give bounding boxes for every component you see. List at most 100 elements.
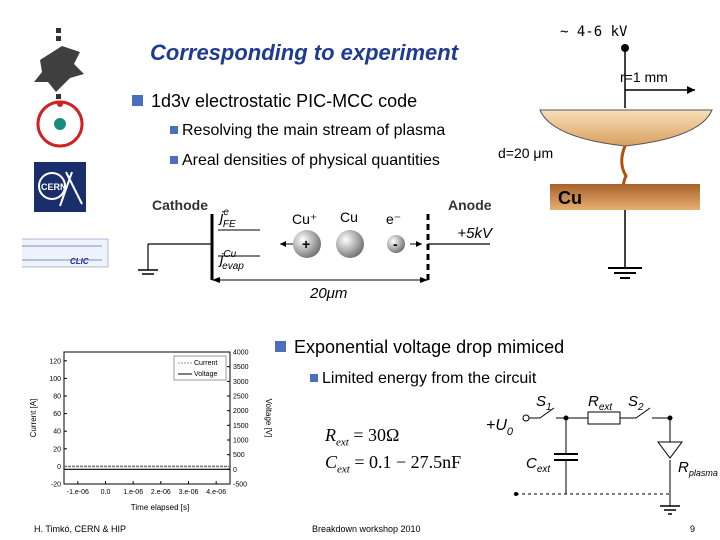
switch-s1 (539, 407, 555, 419)
flux-cu-label: jCu evap (218, 249, 244, 272)
arrow-head-icon (687, 86, 695, 94)
plasma-electrode (657, 441, 683, 459)
hip-logo (36, 100, 84, 148)
slide-title: Corresponding to experiment (150, 40, 459, 65)
bullet-voltage-drop: Exponential voltage drop mimiced (275, 337, 564, 358)
x-axis-label: Time elapsed [s] (131, 503, 189, 512)
electron-label: e⁻ (386, 211, 401, 227)
bullet-square-icon (275, 341, 286, 352)
bullet-text: Areal densities of physical quantities (182, 152, 440, 169)
pic-diagram: Cathode Anode je FE jCu evap Cu⁺ Cu e⁻ + -… (138, 197, 494, 302)
switch-symbol: S (628, 393, 638, 410)
gap-value: d=20 μm (498, 145, 553, 161)
s1-label: S1 (536, 393, 552, 413)
cu-neutral-particle (336, 230, 364, 258)
cathode-label: Cathode (152, 197, 208, 213)
chart-legend: Current Voltage (173, 355, 227, 381)
circuit-diagram: +U0 S1 Rext S2 Cext Rplasma (486, 393, 718, 515)
switch-sub: 2 (637, 402, 644, 413)
y2-tick-label: 0 (233, 467, 237, 474)
formula-value: = 30Ω (348, 425, 400, 445)
y-tick-label: 0 (57, 464, 61, 471)
x-tick-label: 2.e-06 (151, 489, 171, 496)
y2-tick-label: 1000 (233, 438, 249, 445)
switch-sub: 1 (546, 402, 552, 413)
formula-cext: Cext = 0.1 − 27.5nF (325, 452, 461, 476)
flux-symbol: j (218, 251, 224, 268)
anode-voltage-label: +5kV (457, 225, 494, 242)
svg-text:CLIC: CLIC (70, 257, 89, 266)
chart-series (64, 465, 230, 470)
formula-symbol: R (325, 425, 336, 445)
plus-sign: + (302, 236, 310, 252)
cu-neutral-label: Cu (340, 209, 358, 225)
resistor-sub: plasma (688, 468, 718, 478)
svg-text:CERN: CERN (41, 182, 67, 192)
bullet-limited-energy: Limited energy from the circuit (310, 370, 536, 388)
y-tick-label: 100 (49, 376, 61, 383)
bullet-square-icon (310, 374, 318, 382)
bullet-areal: Areal densities of physical quantities (170, 152, 440, 170)
y2-tick-label: 2000 (233, 408, 249, 415)
y-axis-label: Current [A] (29, 399, 38, 438)
minus-sign: - (393, 236, 398, 252)
footer-author: H. Timkó, CERN & HIP (34, 524, 127, 534)
cu-ion-particle (293, 230, 321, 258)
formula-rext: Rext = 30Ω (325, 425, 399, 449)
iv-chart: -1.e-06 0.0 1.e-06 2.e-06 3.e-06 4.e-06 120 100… (29, 350, 273, 513)
y2-tick-label: 1500 (233, 423, 249, 430)
flux-sup: e (223, 207, 229, 218)
radius-label: r=1 mm (620, 69, 668, 85)
s2-label: S2 (628, 393, 644, 413)
hv-terminal (621, 44, 629, 52)
cext-label: Cext (526, 455, 551, 475)
bullet-text: 1d3v electrostatic PIC-MCC code (151, 91, 418, 111)
bullet-square-icon (170, 126, 178, 134)
formula-symbol: C (325, 452, 338, 472)
bullet-resolving: Resolving the main stream of plasma (170, 122, 445, 140)
chart-ticks: -1.e-06 0.0 1.e-06 2.e-06 3.e-06 4.e-06 120 100… (49, 350, 248, 497)
bullet-pic-code: 1d3v electrostatic PIC-MCC code (132, 91, 417, 112)
flux-fe-label: je FE (218, 207, 236, 230)
y2-axis-label: Voltage [V] (264, 399, 273, 438)
y2-tick-label: 500 (233, 452, 245, 459)
legend-box (173, 355, 227, 381)
source-label: +U0 (486, 417, 514, 438)
tip-electrode (539, 109, 713, 147)
voltage-label: ~ 4-6 kV (560, 24, 628, 40)
capacitor-sub: ext (537, 464, 552, 475)
x-tick-label: 4.e-06 (206, 489, 226, 496)
y-tick-label: 60 (53, 411, 61, 418)
electron-particle (387, 235, 405, 253)
flux-sub: FE (223, 219, 236, 230)
bullet-text: Limited energy from the circuit (322, 370, 537, 387)
formula-sub: ext (336, 436, 349, 449)
source-symbol: +U (486, 417, 507, 434)
capacitor-symbol: C (526, 455, 537, 472)
switch-s2 (635, 407, 651, 419)
rext-label: Rext (588, 393, 613, 413)
resistor-symbol: R (588, 393, 599, 410)
electrode-sketch: ~ 4-6 kV r=1 mm d=20 μm Cu (498, 24, 713, 279)
bullet-square-icon (132, 95, 143, 106)
y2-tick-label: 4000 (233, 350, 249, 357)
resistor-sub: ext (599, 402, 614, 413)
footer-event: Breakdown workshop 2010 (312, 524, 421, 534)
x-tick-label: 3.e-06 (179, 489, 199, 496)
formula-sub: ext (337, 463, 350, 476)
y2-tick-label: 3000 (233, 379, 249, 386)
x-tick-label: -1.e-06 (67, 489, 89, 496)
y-tick-label: -20 (51, 482, 61, 489)
bullet-square-icon (170, 156, 178, 164)
anode-label: Anode (448, 197, 492, 213)
resistor-symbol: R (678, 459, 689, 476)
flux-sub: evap (222, 261, 244, 272)
x-tick-label: 0.0 (101, 489, 111, 496)
y2-tick-label: 3500 (233, 364, 249, 371)
width-label: 20μm (309, 285, 347, 302)
flux-symbol: j (218, 209, 224, 226)
cu-plate-label: Cu (558, 188, 582, 208)
clic-logo: CLIC (22, 238, 109, 268)
legend-voltage-label: Voltage (194, 371, 217, 378)
cu-ion-label: Cu⁺ (292, 211, 317, 227)
